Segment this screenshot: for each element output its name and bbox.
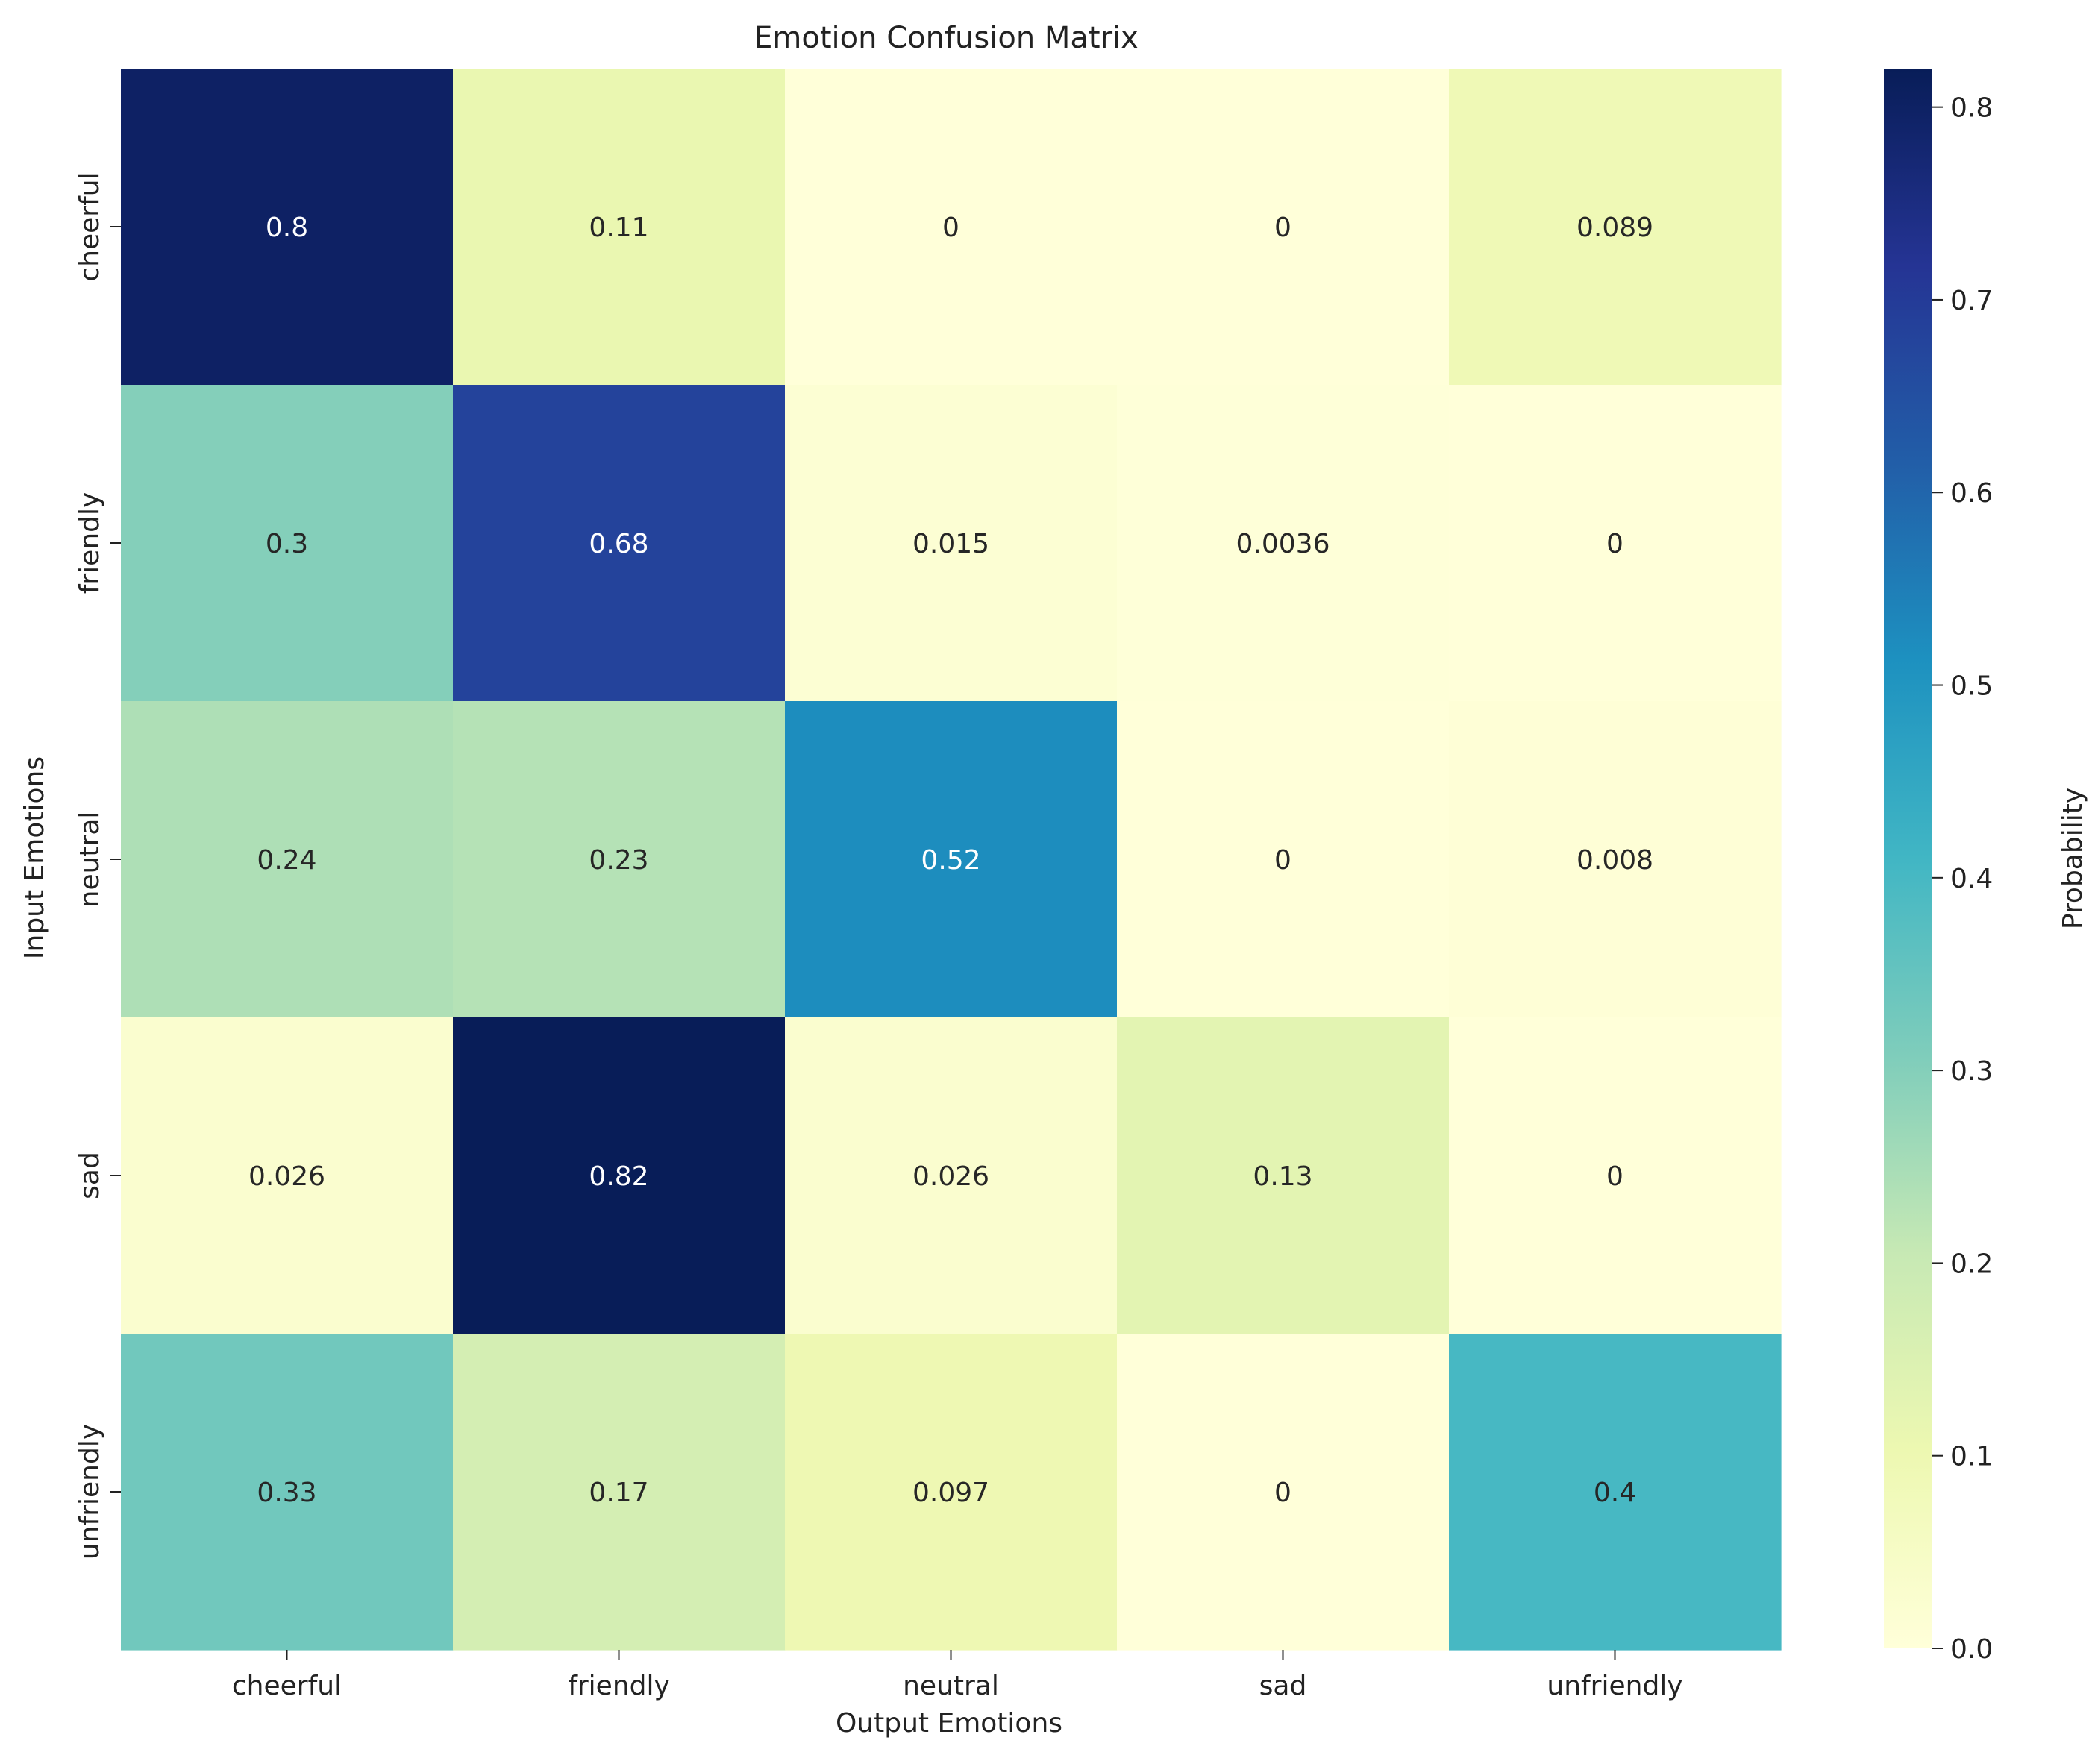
y-axis-label: Input Emotions: [19, 756, 50, 959]
x-tick-label: cheerful: [232, 1671, 342, 1701]
cell-value-label: 0.3: [266, 529, 308, 559]
cell-value-label: 0.82: [589, 1161, 648, 1192]
colorbar-tick-label: 0.7: [1950, 286, 1993, 316]
heatmap-cell: [121, 701, 454, 1018]
heatmap-cell: [1117, 701, 1450, 1018]
colorbar-tick-label: 0.4: [1950, 864, 1993, 894]
cell-value-label: 0.089: [1576, 213, 1653, 243]
y-tick-label: unfriendly: [75, 1424, 105, 1560]
heatmap-cell-labels: 0.8 0.11 0 0 0.089 0.3 0.68 0.015 0.0036 0 0.24 0.2…: [248, 213, 1653, 1508]
heatmap-cell: [121, 385, 454, 702]
cell-value-label: 0.0036: [1236, 529, 1330, 559]
cell-value-label: 0.68: [589, 529, 648, 559]
heatmap-cell: [785, 385, 1118, 702]
colorbar-tick-label: 0.3: [1950, 1056, 1993, 1087]
heatmap-cell: [1117, 385, 1450, 702]
y-tick-label: neutral: [75, 812, 105, 908]
heatmap-cell: [1449, 1017, 1782, 1334]
y-tick-label: sad: [75, 1152, 105, 1199]
heatmap-cell: [1449, 701, 1782, 1018]
heatmap-cell: [453, 385, 786, 702]
x-tick-label: unfriendly: [1547, 1671, 1682, 1701]
cell-value-label: 0.52: [921, 845, 980, 876]
heatmap-cell: [785, 701, 1118, 1018]
heatmap-cell: [1449, 69, 1782, 386]
cell-value-label: 0: [1606, 529, 1623, 559]
y-axis-ticks: cheerful friendly neutral sad unfriendly: [75, 172, 121, 1560]
cell-value-label: 0.008: [1576, 845, 1653, 876]
x-tick-label: neutral: [903, 1671, 999, 1701]
x-tick-label: sad: [1259, 1671, 1307, 1701]
colorbar-tick-label: 0.8: [1950, 93, 1993, 124]
colorbar-tick-label: 0.2: [1950, 1249, 1993, 1279]
cell-value-label: 0: [1274, 213, 1291, 243]
cell-value-label: 0.24: [257, 845, 316, 876]
chart-title: Emotion Confusion Matrix: [754, 21, 1139, 55]
cell-value-label: 0.8: [266, 213, 308, 243]
heatmap-cell: [453, 69, 786, 386]
x-axis-label: Output Emotions: [836, 1708, 1062, 1739]
x-tick-label: friendly: [568, 1671, 670, 1701]
cell-value-label: 0.026: [248, 1161, 325, 1192]
heatmap-cell: [1117, 69, 1450, 386]
heatmap-cell: [1449, 385, 1782, 702]
cell-value-label: 0.015: [912, 529, 989, 559]
heatmap-cell: [1449, 1334, 1782, 1651]
cell-value-label: 0: [942, 213, 959, 243]
x-axis-ticks: cheerful friendly neutral sad unfriendly: [232, 1650, 1683, 1701]
heatmap-cell: [785, 69, 1118, 386]
heatmap-cell: [453, 1017, 786, 1334]
heatmap-cell: [453, 701, 786, 1018]
colorbar-label: Probability: [2058, 788, 2088, 929]
heatmap-cell: [1117, 1017, 1450, 1334]
colorbar-tick-label: 0.6: [1950, 478, 1993, 509]
colorbar-ticks: 0.0 0.1 0.2 0.3 0.4 0.5 0.6 0.7 0.8: [1932, 93, 1993, 1665]
y-tick-label: friendly: [75, 492, 105, 594]
cell-value-label: 0.33: [257, 1478, 316, 1508]
heatmap-cell: [121, 1017, 454, 1334]
cell-value-label: 0.4: [1594, 1478, 1636, 1508]
cell-value-label: 0.17: [589, 1478, 648, 1508]
heatmap-cell: [785, 1334, 1118, 1651]
cell-value-label: 0.23: [589, 845, 648, 876]
colorbar-tick-label: 0.0: [1950, 1634, 1993, 1665]
heatmap-cell: [785, 1017, 1118, 1334]
cell-value-label: 0.13: [1253, 1161, 1312, 1192]
y-tick-label: cheerful: [75, 172, 105, 281]
cell-value-label: 0.026: [912, 1161, 989, 1192]
cell-value-label: 0: [1274, 1478, 1291, 1508]
colorbar-tick-label: 0.5: [1950, 671, 1993, 702]
cell-value-label: 0: [1274, 845, 1291, 876]
heatmap-cell: [121, 1334, 454, 1651]
heatmap-cell: [453, 1334, 786, 1651]
heatmap-cell: [121, 69, 454, 386]
heatmap-cells: [121, 69, 1782, 1651]
colorbar: [1884, 69, 1932, 1648]
cell-value-label: 0: [1606, 1161, 1623, 1192]
colorbar-tick-label: 0.1: [1950, 1442, 1993, 1472]
heatmap-cell: [1117, 1334, 1450, 1651]
cell-value-label: 0.097: [912, 1478, 989, 1508]
cell-value-label: 0.11: [589, 213, 648, 243]
